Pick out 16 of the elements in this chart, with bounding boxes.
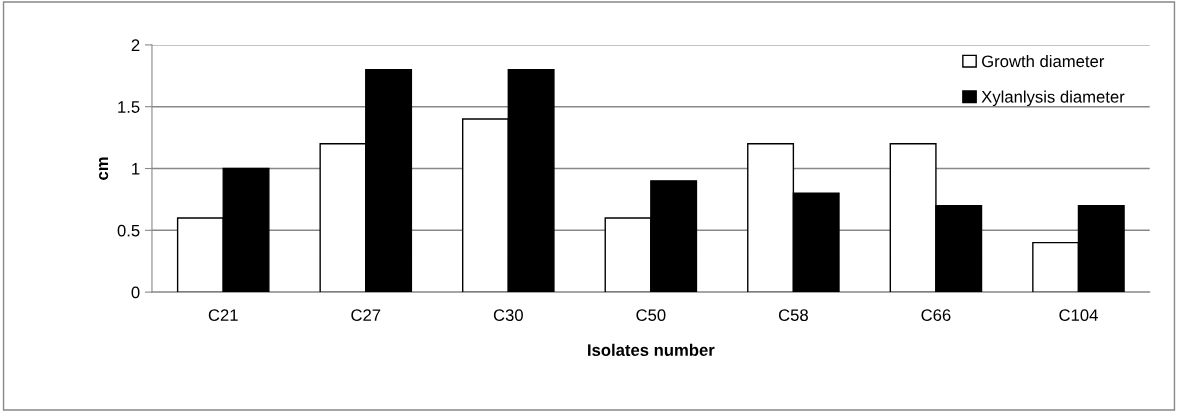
y-tick-label: 1.5: [118, 101, 140, 113]
x-axis-title: Isolates number: [588, 343, 715, 356]
y-tick-label: 1: [132, 163, 140, 175]
x-tick-label: C104: [1059, 309, 1098, 322]
x-tick-label: C66: [921, 309, 951, 322]
legend-label: Growth diameter: [982, 54, 1105, 68]
y-tick-label: 0.5: [117, 224, 140, 237]
x-tick-label: C50: [636, 309, 666, 322]
x-tick-label: C30: [493, 309, 523, 322]
x-tick-label: C21: [208, 309, 238, 322]
x-tick-label: C58: [778, 309, 808, 322]
y-axis-title: cm: [99, 157, 109, 180]
x-tick-label: C27: [351, 309, 381, 322]
legend-label: Xylanlysis diameter: [981, 90, 1125, 107]
y-tick-label: 0: [131, 286, 140, 299]
y-tick-label: 2: [131, 39, 140, 51]
